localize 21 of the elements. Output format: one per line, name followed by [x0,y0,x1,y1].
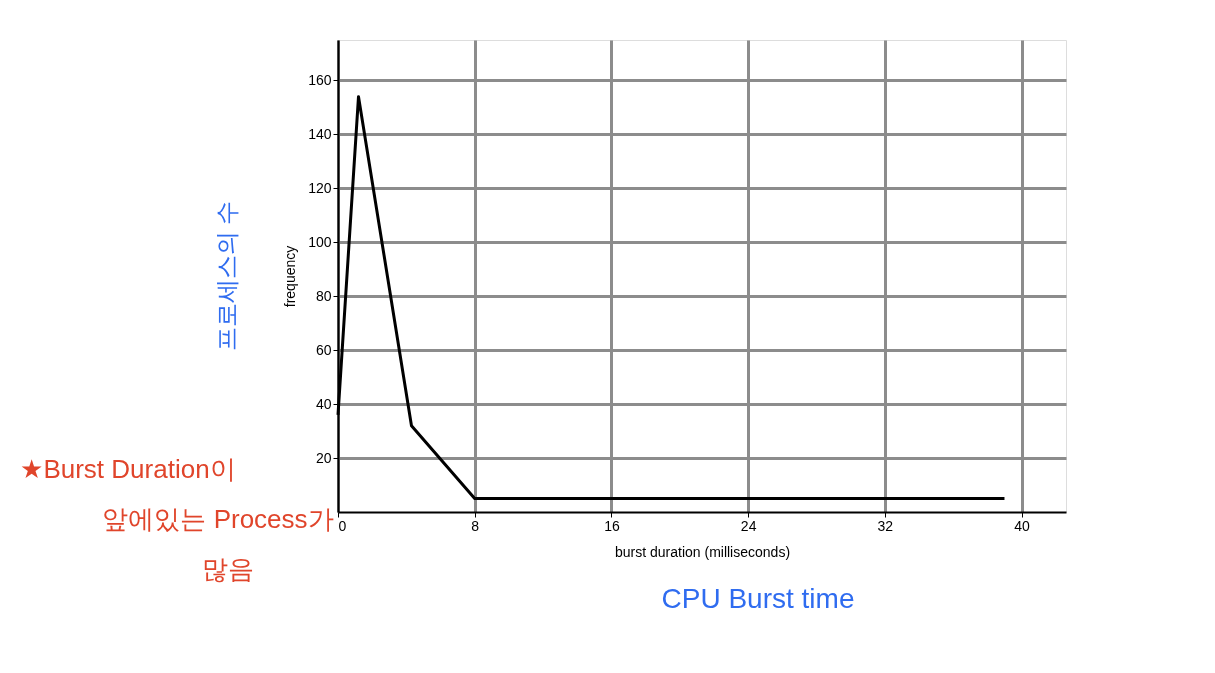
y-tick-label: 60 [315,341,332,358]
y-tick-label: 20 [315,449,332,466]
y-tick-label: 120 [308,179,332,196]
x-tick-label: 8 [471,517,480,534]
x-tick-label: 40 [1014,517,1031,534]
y-tick-label: 100 [308,233,332,250]
y-tick-label: 160 [308,71,332,88]
text: 많음 [202,554,254,584]
y-tick-label: 140 [308,125,332,142]
text: 프로세스의 수 [213,200,240,352]
y-tick-label: 80 [315,287,332,304]
y-axis-title: frequency [282,245,299,308]
x-tick-label: 16 [604,517,620,534]
x-tick-label: 32 [877,517,894,534]
text: CPU Burst time [661,583,855,614]
x-tick-label: 24 [740,517,757,534]
y-tick-label: 40 [315,395,332,412]
x-axis-title: burst duration (milliseconds) [614,543,791,560]
text: 앞에있는 Process가 [102,504,334,534]
text: ★Burst Duration이 [20,454,236,484]
x-tick-label: 0 [338,517,347,534]
